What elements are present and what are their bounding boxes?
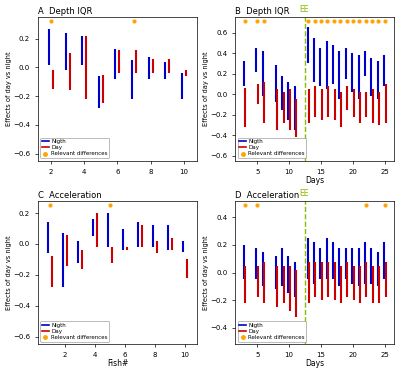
Legend: Nigth, Day, Relevant differences: Nigth, Day, Relevant differences [40,321,109,341]
Text: A  Depth IQR: A Depth IQR [38,7,92,16]
Text: D  Acceleration: D Acceleration [235,191,299,200]
Legend: Nigth, Day, Relevant differences: Nigth, Day, Relevant differences [238,138,306,158]
Y-axis label: Effects of day vs night: Effects of day vs night [203,235,209,310]
Y-axis label: Effects of day vs night: Effects of day vs night [6,52,12,126]
Legend: Nigth, Day, Relevant differences: Nigth, Day, Relevant differences [238,321,306,341]
Text: C  Acceleration: C Acceleration [38,191,101,200]
Legend: Nigth, Day, Relevant differences: Nigth, Day, Relevant differences [40,138,109,158]
Y-axis label: Effects of day vs night: Effects of day vs night [203,52,209,126]
Text: B  Depth IQR: B Depth IQR [235,7,290,16]
Text: EE: EE [299,189,308,198]
X-axis label: Days: Days [305,359,324,368]
X-axis label: Days: Days [305,176,324,185]
Y-axis label: Effects of day vs night: Effects of day vs night [6,235,12,310]
Text: EE: EE [299,5,308,14]
X-axis label: Fish#: Fish# [107,359,128,368]
